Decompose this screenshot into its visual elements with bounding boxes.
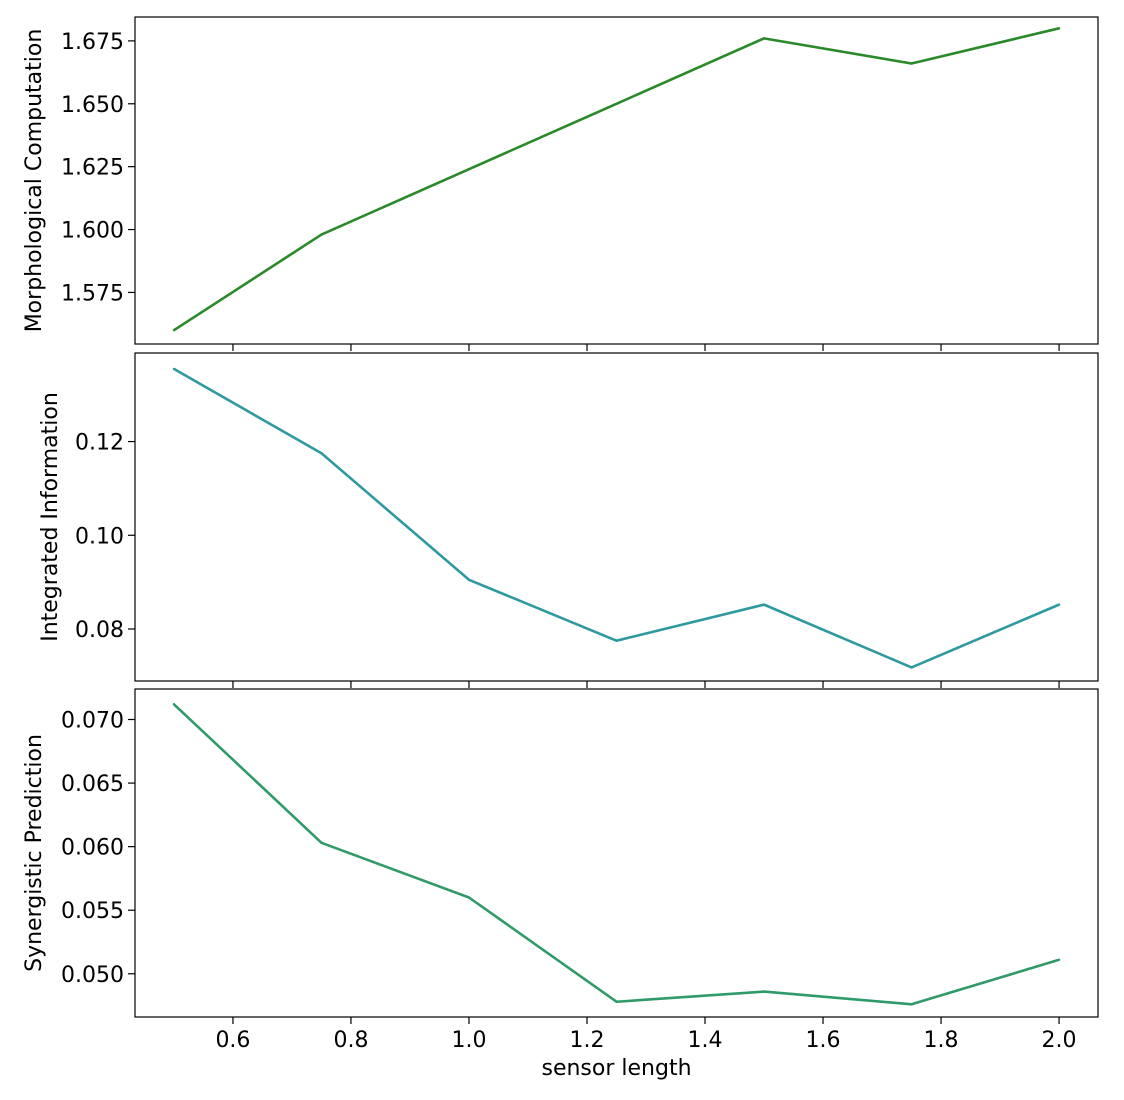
data-point <box>320 233 323 236</box>
data-point <box>910 666 913 669</box>
plot-frame <box>134 16 1099 345</box>
series-line <box>173 27 1060 332</box>
y-tick-label: 0.070 <box>61 709 124 734</box>
y-axis-label: Integrated Information <box>38 392 63 642</box>
y-tick-label: 1.625 <box>61 156 124 181</box>
x-tick-label: 0.6 <box>215 1028 250 1053</box>
data-point <box>467 578 471 581</box>
chart-panel-3: 0.050 0.055 0.060 0.065 0.070 0.6 0.8 1.0 1.2 1.4… <box>22 688 1099 1081</box>
data-point <box>172 367 176 371</box>
series-line <box>173 367 1060 669</box>
y-axis-label: Morphological Computation <box>22 29 47 333</box>
y-tick-label: 1.650 <box>61 93 124 118</box>
series-line <box>173 703 1060 1006</box>
data-point <box>762 37 766 40</box>
data-point <box>615 1000 618 1003</box>
data-point <box>1057 603 1061 606</box>
data-point <box>1057 27 1061 30</box>
y-axis-label: Synergistic Prediction <box>22 734 47 972</box>
x-tick-label: 0.8 <box>333 1028 368 1053</box>
y-tick-label: 0.10 <box>75 524 124 549</box>
plot-frame <box>134 688 1099 1018</box>
chart-panel-2: 0.08 0.10 0.12 Integrated Information <box>38 352 1099 688</box>
x-tick-label: 1.0 <box>451 1028 486 1053</box>
y-tick-label: 0.060 <box>61 836 124 861</box>
x-tick-label: 1.2 <box>569 1028 604 1053</box>
data-point <box>467 167 471 171</box>
data-point <box>762 990 766 993</box>
x-tick-label: 1.4 <box>688 1028 723 1053</box>
x-tick-label: 1.6 <box>806 1028 841 1053</box>
x-tick-label: 1.8 <box>924 1028 959 1053</box>
y-tick-label: 0.055 <box>61 899 124 924</box>
data-point <box>762 603 766 606</box>
x-axis-label: sensor length <box>541 1056 691 1081</box>
x-tick-label: 2.0 <box>1042 1028 1077 1053</box>
data-point <box>467 896 471 899</box>
data-point <box>615 102 618 105</box>
y-tick-label: 0.065 <box>61 772 124 797</box>
data-point <box>615 639 618 642</box>
y-tick-label: 0.12 <box>75 431 124 456</box>
y-tick-label: 1.600 <box>61 219 124 244</box>
data-point <box>910 1003 913 1006</box>
data-point <box>1057 958 1061 961</box>
data-point <box>320 452 323 455</box>
data-point <box>320 841 323 845</box>
y-tick-label: 1.675 <box>61 30 124 55</box>
chart-panel-1: 1.575 1.600 1.625 1.650 1.675 Morphological C… <box>22 16 1099 351</box>
y-tick-label: 1.575 <box>61 281 124 306</box>
data-point <box>172 328 176 332</box>
y-tick-label: 0.050 <box>61 963 124 988</box>
data-point <box>910 62 913 65</box>
y-tick-label: 0.08 <box>75 618 124 643</box>
plot-frame <box>134 352 1099 682</box>
data-point <box>172 703 176 706</box>
